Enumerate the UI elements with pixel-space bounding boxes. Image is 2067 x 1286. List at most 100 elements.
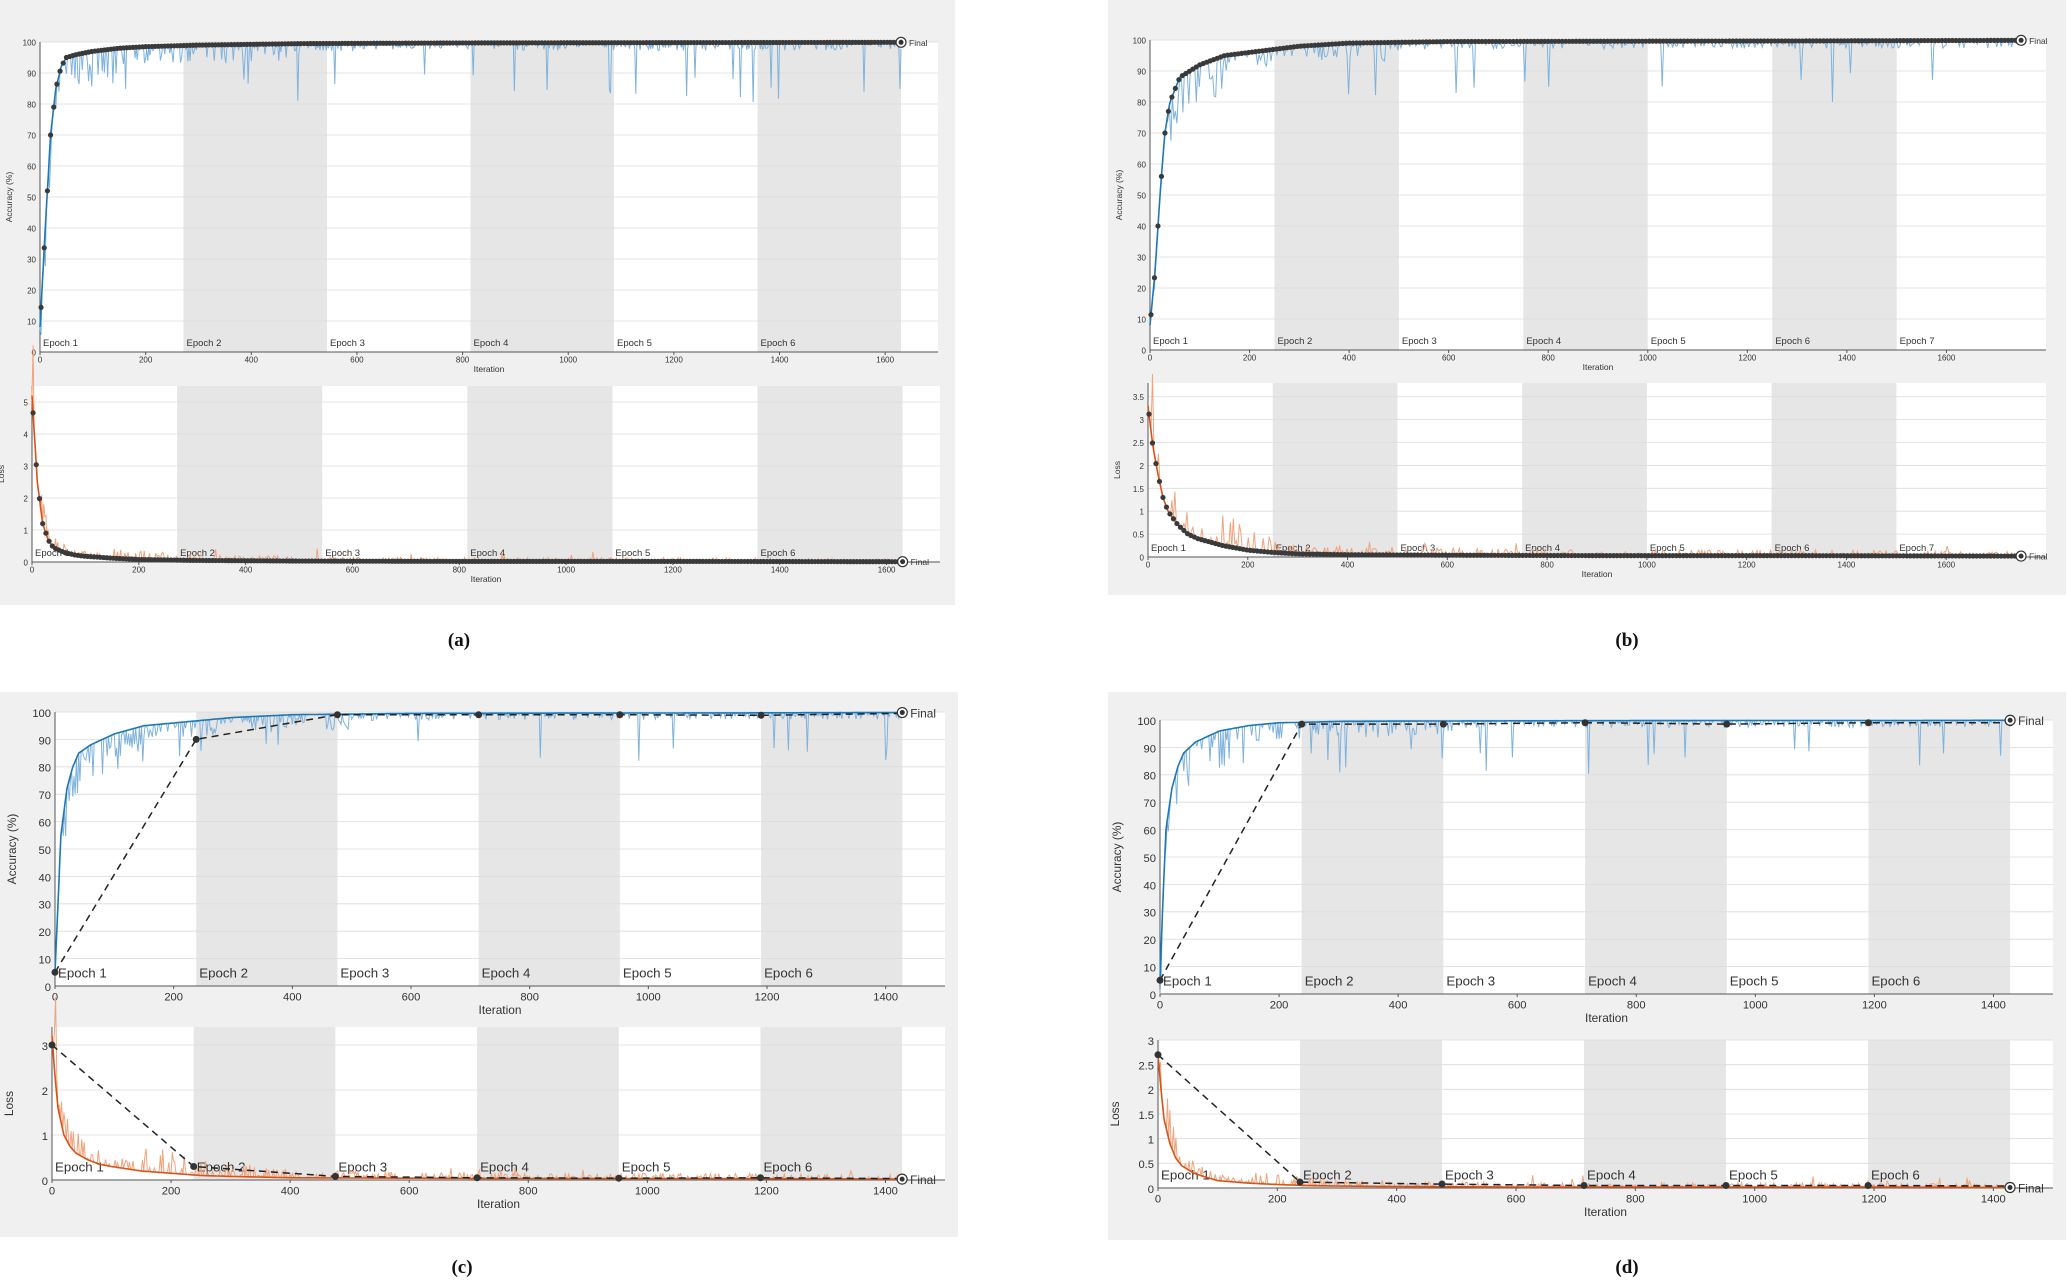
epoch-label: Epoch 2 <box>199 966 248 981</box>
y-tick-label: 80 <box>39 763 51 775</box>
validation-point <box>615 1174 623 1182</box>
epoch-label: Epoch 3 <box>1446 974 1495 989</box>
x-tick-label: 1400 <box>873 1186 898 1198</box>
panel-a: 0 10 20 30 40 50 60 70 80 90 100 0 200 400 600 800 1000 1… <box>0 0 955 605</box>
x-tick-label: 1000 <box>635 1186 660 1198</box>
epoch-label: Epoch 5 <box>1651 336 1686 347</box>
epoch-label: Epoch 6 <box>764 966 813 981</box>
epoch-band <box>193 1027 336 1180</box>
epoch-label: Epoch 6 <box>1871 974 1920 989</box>
validation-point <box>616 711 624 719</box>
validation-point <box>44 188 50 194</box>
epoch-label: Epoch 1 <box>35 548 70 559</box>
y-tick-label: 20 <box>39 927 51 939</box>
y-tick-label: 0 <box>42 1176 48 1188</box>
validation-point <box>757 711 765 719</box>
x-tick-label: 600 <box>350 356 364 365</box>
y-tick-label: 2 <box>42 1086 48 1098</box>
x-tick-label: 400 <box>281 1186 300 1198</box>
x-tick-label: 600 <box>1442 354 1456 363</box>
epoch-band <box>1522 383 1647 557</box>
validation-point <box>1181 527 1187 534</box>
epoch-band <box>760 1027 903 1180</box>
loss-subplot: 0 0.5 1 1.5 2 2.5 3 3.5 0 200 400 600 800 1000 1200 140… <box>1112 374 2048 579</box>
x-axis-label: Iteration <box>1585 1011 1628 1025</box>
epoch-band <box>1771 383 1897 557</box>
final-label: Final <box>2018 714 2044 728</box>
x-tick-label: 0 <box>1146 561 1151 570</box>
x-tick-label: 1600 <box>1938 354 1956 363</box>
y-tick-label: 70 <box>39 790 51 802</box>
y-tick-label: 2.5 <box>1133 439 1145 448</box>
x-tick-label: 1400 <box>1981 1194 2006 1206</box>
y-tick-label: 60 <box>1137 161 1146 170</box>
validation-point <box>47 132 54 138</box>
epoch-band <box>477 1027 619 1180</box>
x-axis-label: Iteration <box>1583 362 1614 372</box>
y-tick-label: 50 <box>27 194 36 203</box>
x-tick-label: 400 <box>245 356 259 365</box>
x-tick-label: 1200 <box>1862 1194 1887 1206</box>
validation-point <box>756 1174 764 1182</box>
final-marker-dot <box>898 39 904 45</box>
epoch-label: Epoch 6 <box>1871 1168 1920 1183</box>
x-tick-label: 0 <box>30 566 35 575</box>
y-tick-label: 0 <box>45 982 51 994</box>
x-tick-label: 0 <box>1148 354 1153 363</box>
validation-point <box>1148 312 1154 318</box>
x-tick-label: 800 <box>1542 354 1556 363</box>
validation-point <box>1439 720 1447 728</box>
y-tick-label: 50 <box>1144 853 1156 865</box>
x-tick-label: 0 <box>52 992 58 1004</box>
x-tick-label: 1200 <box>1738 354 1756 363</box>
y-tick-label: 40 <box>27 225 36 234</box>
x-tick-label: 800 <box>1540 561 1554 570</box>
caption-a: (a) <box>447 630 471 651</box>
epoch-label: Epoch 5 <box>617 338 652 349</box>
x-tick-label: 1200 <box>754 1186 779 1198</box>
epoch-label: Epoch 5 <box>615 548 650 559</box>
x-tick-label: 0 <box>49 1186 55 1198</box>
y-tick-label: 90 <box>27 70 36 79</box>
y-axis-label: Accuracy (%) <box>1110 822 1124 893</box>
x-tick-label: 0 <box>38 356 43 365</box>
x-tick-label: 800 <box>519 1186 538 1198</box>
y-axis-label: Accuracy (%) <box>5 814 19 885</box>
epoch-label: Epoch 4 <box>1587 1168 1636 1183</box>
validation-point <box>1163 504 1170 510</box>
x-axis-label: Iteration <box>1582 569 1613 579</box>
y-tick-label: 80 <box>1144 771 1156 783</box>
x-tick-label: 400 <box>1387 1194 1406 1206</box>
validation-point <box>1723 720 1731 728</box>
validation-point <box>48 1041 56 1049</box>
y-tick-label: 100 <box>1133 37 1147 46</box>
y-axis-label: Accuracy (%) <box>4 172 14 223</box>
epoch-label: Epoch 6 <box>1775 336 1810 347</box>
x-tick-label: 200 <box>132 566 146 575</box>
epoch-label: Epoch 4 <box>1525 543 1560 554</box>
epoch-label: Epoch 5 <box>622 1160 671 1175</box>
x-tick-label: 200 <box>1268 1194 1287 1206</box>
epoch-label: Epoch 1 <box>43 338 78 349</box>
validation-point <box>1146 411 1152 417</box>
epoch-label: Epoch 4 <box>474 338 509 349</box>
final-label: Final <box>2029 36 2048 46</box>
validation-point <box>1151 275 1158 281</box>
y-tick-label: 10 <box>39 955 51 967</box>
epoch-label: Epoch 6 <box>761 338 796 349</box>
epoch-label: Epoch 3 <box>1445 1168 1494 1183</box>
y-tick-label: 3 <box>1148 1036 1154 1048</box>
x-tick-label: 600 <box>402 992 421 1004</box>
y-tick-label: 20 <box>1137 285 1146 294</box>
x-tick-label: 400 <box>239 566 253 575</box>
validation-point <box>1165 108 1172 114</box>
epoch-label: Epoch 1 <box>58 966 107 981</box>
x-tick-label: 600 <box>400 1186 419 1198</box>
x-tick-label: 1000 <box>636 992 661 1004</box>
final-marker-dot <box>2007 717 2013 723</box>
epoch-label: Epoch 4 <box>1588 974 1637 989</box>
x-tick-label: 200 <box>1241 561 1255 570</box>
x-tick-label: 200 <box>139 356 153 365</box>
epoch-label: Epoch 6 <box>1775 543 1810 554</box>
